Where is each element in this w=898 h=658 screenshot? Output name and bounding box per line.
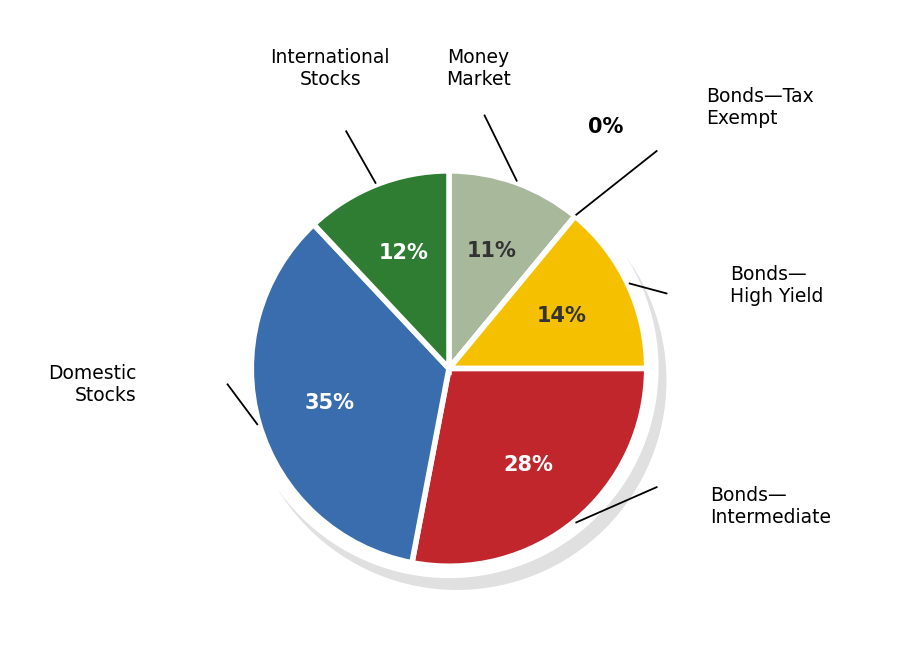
Ellipse shape bbox=[247, 171, 666, 590]
Text: Bonds—
High Yield: Bonds— High Yield bbox=[730, 265, 823, 306]
Text: 0%: 0% bbox=[587, 117, 623, 138]
Circle shape bbox=[240, 159, 658, 578]
Wedge shape bbox=[449, 171, 575, 368]
Wedge shape bbox=[449, 216, 647, 368]
Text: Bonds—
Intermediate: Bonds— Intermediate bbox=[710, 486, 831, 528]
Text: Domestic
Stocks: Domestic Stocks bbox=[48, 364, 136, 405]
Text: 11%: 11% bbox=[466, 241, 516, 261]
Text: Bonds—Tax
Exempt: Bonds—Tax Exempt bbox=[706, 87, 814, 128]
Text: Money
Market: Money Market bbox=[446, 47, 511, 89]
Text: 12%: 12% bbox=[378, 243, 428, 263]
Text: 14%: 14% bbox=[537, 305, 586, 326]
Text: 28%: 28% bbox=[504, 455, 553, 474]
Wedge shape bbox=[412, 368, 647, 567]
Wedge shape bbox=[313, 171, 449, 368]
Wedge shape bbox=[251, 224, 449, 563]
Text: International
Stocks: International Stocks bbox=[270, 47, 390, 89]
Text: 35%: 35% bbox=[304, 393, 355, 413]
Wedge shape bbox=[449, 216, 575, 368]
